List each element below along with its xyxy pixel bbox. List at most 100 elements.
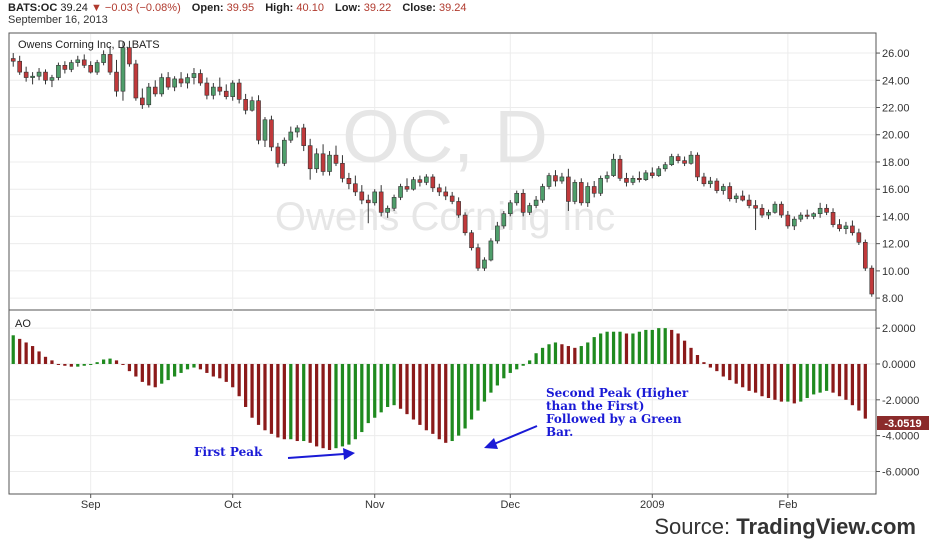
candle: [430, 174, 436, 192]
candle: [863, 239, 868, 271]
candle-body: [146, 86, 152, 106]
candle: [456, 197, 461, 218]
ao-bar: [728, 363, 732, 381]
watermark-symbol: OC, D: [342, 95, 548, 178]
ao-bar: [844, 363, 848, 400]
price-series: [10, 40, 875, 297]
candle-body: [714, 180, 720, 191]
candle-body: [436, 187, 442, 193]
candle-body: [469, 232, 474, 249]
candle-body: [424, 176, 429, 183]
candle-body: [101, 54, 106, 63]
candle-body: [391, 197, 397, 209]
candle: [830, 208, 836, 228]
candle-body: [708, 180, 713, 185]
annotations: First Peak Second Peak (Higher than the …: [194, 386, 692, 460]
candle-body: [398, 186, 403, 198]
ao-bar: [386, 363, 390, 407]
candle-body: [637, 178, 642, 180]
candle-body: [43, 71, 48, 81]
candle-body: [869, 267, 875, 295]
candle-body: [236, 82, 242, 100]
candle: [275, 142, 281, 168]
ao-bar: [547, 344, 551, 364]
candle-body: [662, 164, 668, 170]
candle: [617, 155, 623, 182]
second-peak-arrowhead: [484, 438, 498, 449]
candle-body: [656, 168, 662, 176]
ao-bar: [637, 331, 641, 364]
ao-bar: [663, 328, 667, 364]
ao-bar: [56, 363, 61, 365]
price-tick-label: 14.00: [882, 211, 910, 223]
candle: [43, 69, 48, 85]
ao-bar: [708, 363, 713, 368]
ao-bar: [792, 363, 796, 404]
candle-body: [217, 86, 223, 92]
candle: [211, 83, 216, 100]
ao-bar: [773, 363, 777, 400]
candle: [772, 201, 778, 214]
ao-bar: [50, 360, 54, 364]
ao-series: [11, 328, 867, 450]
ao-bar: [353, 363, 357, 440]
candle: [56, 62, 61, 81]
candle: [507, 200, 513, 217]
ao-bar: [347, 363, 351, 445]
candle-body: [262, 119, 268, 141]
candle: [385, 205, 390, 218]
candle: [107, 46, 113, 75]
candle: [721, 183, 726, 195]
candle-body: [185, 77, 190, 84]
candle: [804, 209, 810, 220]
candle-body: [688, 154, 694, 164]
candle-body: [165, 77, 171, 88]
ao-bar: [134, 363, 138, 377]
ao-bar: [476, 363, 480, 411]
ao-bar: [540, 347, 545, 364]
candle-body: [746, 199, 752, 206]
ao-bar: [857, 363, 861, 411]
ao-bar: [508, 363, 512, 373]
ao-bar: [579, 346, 583, 364]
ao-bar: [534, 353, 538, 364]
ao-bar: [592, 337, 596, 364]
candle: [669, 153, 674, 167]
ao-bar: [166, 363, 170, 381]
candle-body: [553, 175, 558, 182]
candle-body: [314, 153, 319, 170]
second-peak-label: Second Peak (Higher than the First) Foll…: [546, 386, 692, 439]
candle: [837, 219, 842, 232]
ao-bar: [121, 363, 125, 365]
ao-bar: [482, 363, 487, 402]
chart-canvas[interactable]: OC, D Owens Corning Inc 26.0024.0022.002…: [0, 0, 932, 510]
ao-bar: [644, 329, 648, 364]
candle-body: [269, 119, 274, 148]
ao-bar: [218, 363, 222, 379]
low-label: Low:: [335, 2, 361, 14]
ao-bar: [528, 360, 532, 364]
candle-body: [514, 192, 520, 204]
ao-tick-label: -6.0000: [882, 466, 919, 478]
candle: [262, 117, 268, 147]
ao-bar: [172, 363, 177, 377]
price-tick-label: 18.00: [882, 157, 910, 169]
candle-body: [649, 172, 655, 176]
candle-body: [230, 82, 236, 97]
candle: [637, 171, 642, 183]
ao-bar: [553, 342, 558, 364]
last-price: 39.24: [60, 2, 88, 14]
ao-bar: [631, 333, 635, 364]
second-peak-arrow: [493, 425, 538, 445]
candle-body: [88, 65, 93, 73]
candle: [114, 59, 119, 97]
ao-bar: [192, 363, 196, 368]
candle: [572, 179, 578, 205]
candle-body: [204, 82, 210, 96]
ao-bar: [224, 363, 228, 382]
ao-bar: [269, 363, 274, 434]
candle-body: [333, 154, 339, 164]
ao-bar: [721, 363, 725, 377]
ao-bar: [198, 363, 203, 370]
ao-bar: [392, 363, 396, 406]
